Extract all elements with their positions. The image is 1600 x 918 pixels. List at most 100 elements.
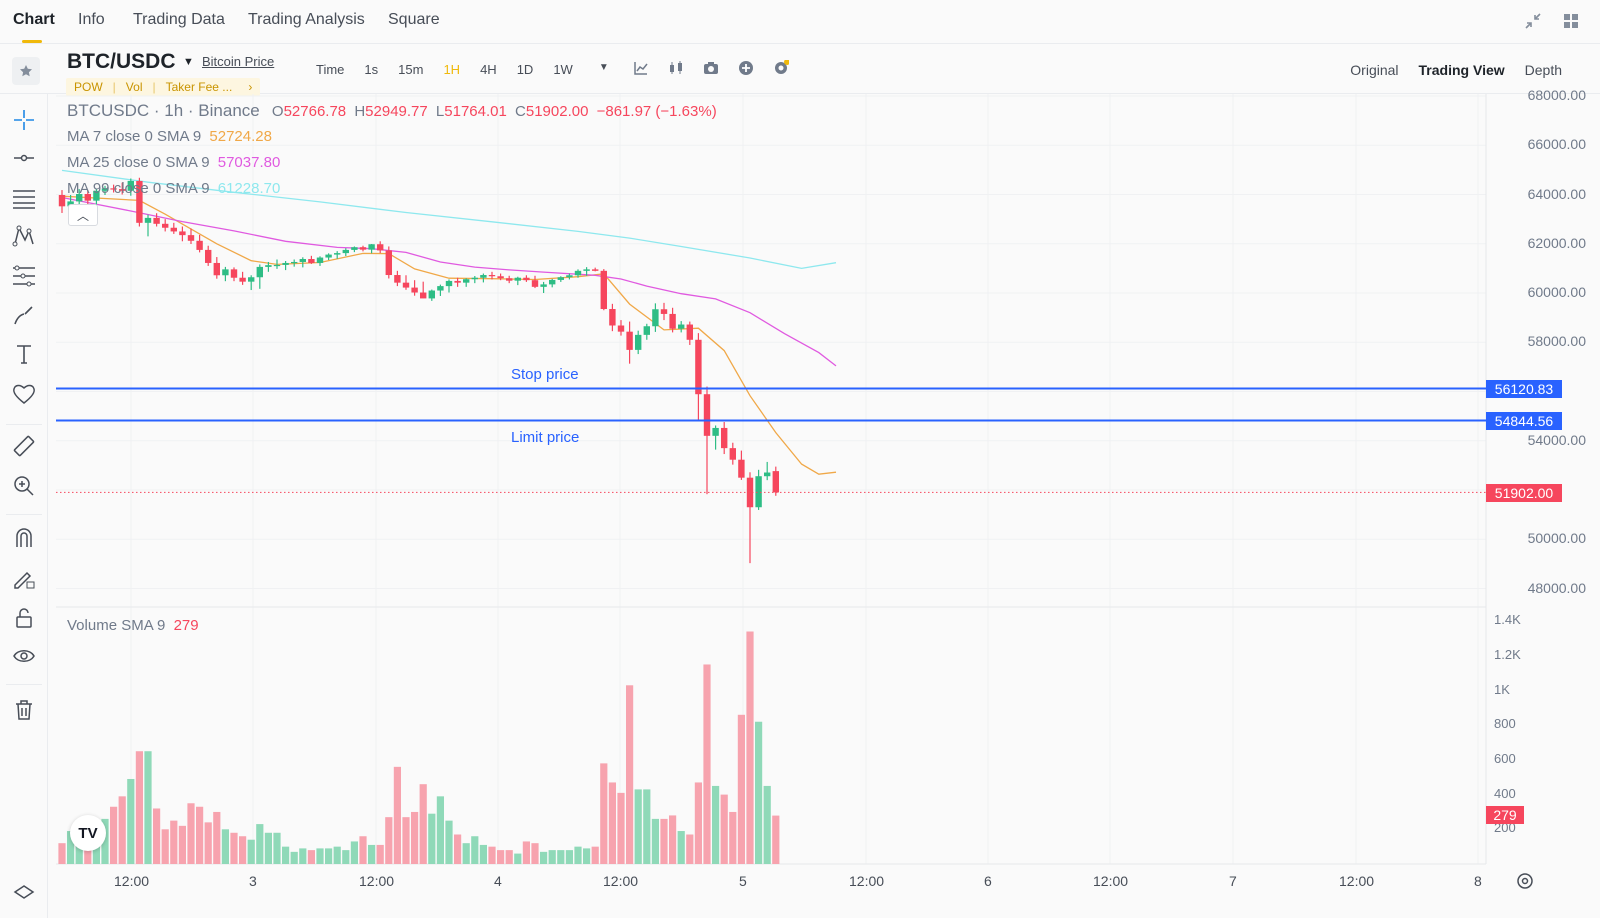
volume-legend[interactable]: Volume SMA 9 279 <box>67 617 203 634</box>
volume-bar <box>574 846 582 864</box>
candle-body <box>325 254 332 258</box>
interval-1w[interactable]: 1W <box>553 62 573 77</box>
volume-label: Volume SMA 9 <box>67 617 166 634</box>
layout-icon[interactable] <box>1562 12 1580 30</box>
ma7-line <box>61 195 837 475</box>
active-tab-indicator <box>22 40 42 43</box>
volume-bar <box>660 818 668 864</box>
tab-trading-data[interactable]: Trading Data <box>133 11 225 28</box>
volume-bar <box>755 721 763 864</box>
tradingview-logo[interactable]: TV <box>70 815 106 851</box>
indicator-icon[interactable] <box>633 60 649 76</box>
view-trading-view[interactable]: Trading View <box>1418 62 1505 78</box>
trash-icon[interactable] <box>10 696 38 724</box>
volume-bar <box>514 853 522 864</box>
volume-bar <box>720 794 728 864</box>
candle-type-icon[interactable] <box>668 60 684 76</box>
pencil-lock-icon[interactable] <box>10 564 38 592</box>
bitcoin-price-link[interactable]: Bitcoin Price <box>202 54 275 69</box>
horizontal-lines-icon[interactable] <box>10 184 38 212</box>
limit-price-tag[interactable]: 54844.56 <box>1486 412 1562 430</box>
interval-time[interactable]: Time <box>316 62 345 77</box>
time-axis-label: 12:00 <box>603 873 639 889</box>
tag-pow[interactable]: POW <box>74 80 103 94</box>
collapse-icon[interactable] <box>1524 12 1542 30</box>
interval-selector: Time 1s 15m 1H 4H 1D 1W ▼ <box>316 62 609 77</box>
eye-icon[interactable] <box>10 642 38 670</box>
layers-icon[interactable] <box>10 880 38 908</box>
candle-body <box>239 277 246 282</box>
tab-chart[interactable]: Chart <box>13 11 55 28</box>
candle-body <box>643 326 650 335</box>
volume-bar <box>531 843 539 864</box>
volume-bar <box>239 836 247 864</box>
view-selector: Original Trading View Depth <box>1350 62 1562 78</box>
favorite-button[interactable] <box>12 57 40 85</box>
volume-bar <box>273 832 281 864</box>
volume-bar <box>428 813 436 864</box>
volume-bar <box>178 825 186 864</box>
volume-bar <box>204 822 212 864</box>
candle-body <box>523 277 530 281</box>
candle-body <box>592 269 599 271</box>
candle-body <box>162 223 169 228</box>
heart-icon[interactable] <box>10 380 38 408</box>
tags-chevron-icon[interactable]: › <box>248 80 253 94</box>
limit-price-label[interactable]: Limit price <box>511 429 580 446</box>
volume-bar <box>505 850 513 864</box>
candle-body <box>531 280 539 287</box>
interval-more-icon[interactable]: ▼ <box>598 62 609 73</box>
price-axis-label: 58000.00 <box>1527 333 1586 350</box>
price-axis-label: 60000.00 <box>1527 284 1586 300</box>
settings-icon[interactable] <box>773 59 790 76</box>
legend-collapse-button[interactable]: ︿ <box>68 204 98 226</box>
view-depth[interactable]: Depth <box>1524 62 1562 78</box>
stop-price-label[interactable]: Stop price <box>511 366 579 383</box>
add-icon[interactable] <box>738 60 754 76</box>
tag-taker-fee[interactable]: Taker Fee ... <box>165 80 233 94</box>
tab-info[interactable]: Info <box>78 11 105 28</box>
tab-trading-analysis[interactable]: Trading Analysis <box>248 11 365 28</box>
tag-vol[interactable]: Vol <box>125 80 143 94</box>
pair-dropdown-icon[interactable]: ▼ <box>183 56 194 68</box>
trend-line-icon[interactable] <box>10 144 38 172</box>
ma7-legend[interactable]: MA 7 close 0 SMA 9 52724.28 <box>67 128 276 145</box>
interval-1d[interactable]: 1D <box>516 62 534 77</box>
volume-bar <box>643 789 651 864</box>
pair-title[interactable]: BTC/USDC <box>67 50 176 73</box>
camera-icon[interactable] <box>703 60 719 76</box>
candle-body <box>222 269 229 276</box>
ma25-legend[interactable]: MA 25 close 0 SMA 9 57037.80 <box>67 154 284 171</box>
chart-header <box>0 44 1600 94</box>
zoom-icon[interactable] <box>10 472 38 500</box>
chart-settings-icon[interactable] <box>1515 871 1535 891</box>
open-value: 52766.78 <box>283 103 347 120</box>
text-icon[interactable] <box>10 340 38 368</box>
lock-icon[interactable] <box>10 604 38 632</box>
volume-bar <box>454 834 462 864</box>
view-original[interactable]: Original <box>1350 62 1399 78</box>
volume-bar <box>445 820 453 864</box>
ma99-legend[interactable]: MA 99 close 0 SMA 9 61228.70 <box>67 180 284 197</box>
crosshair-icon[interactable] <box>10 106 38 134</box>
fib-icon[interactable] <box>10 262 38 290</box>
volume-bar <box>522 841 530 864</box>
brush-icon[interactable] <box>10 302 38 330</box>
pattern-icon[interactable] <box>10 222 38 250</box>
volume-bar <box>746 631 754 864</box>
volume-bar <box>256 824 264 864</box>
volume-bar <box>342 850 350 864</box>
interval-15m[interactable]: 15m <box>398 62 424 77</box>
magnet-icon[interactable] <box>10 524 38 552</box>
low-value: 51764.01 <box>444 103 507 120</box>
ruler-icon[interactable] <box>10 432 38 460</box>
candle-body <box>377 244 384 251</box>
tab-square[interactable]: Square <box>388 11 440 28</box>
candle-body <box>196 240 203 250</box>
volume-bar <box>703 664 711 864</box>
interval-4h[interactable]: 4H <box>480 62 497 77</box>
interval-1h[interactable]: 1H <box>443 62 461 77</box>
volume-bar <box>411 811 419 864</box>
stop-price-tag[interactable]: 56120.83 <box>1486 380 1562 398</box>
interval-1s[interactable]: 1s <box>364 62 379 77</box>
